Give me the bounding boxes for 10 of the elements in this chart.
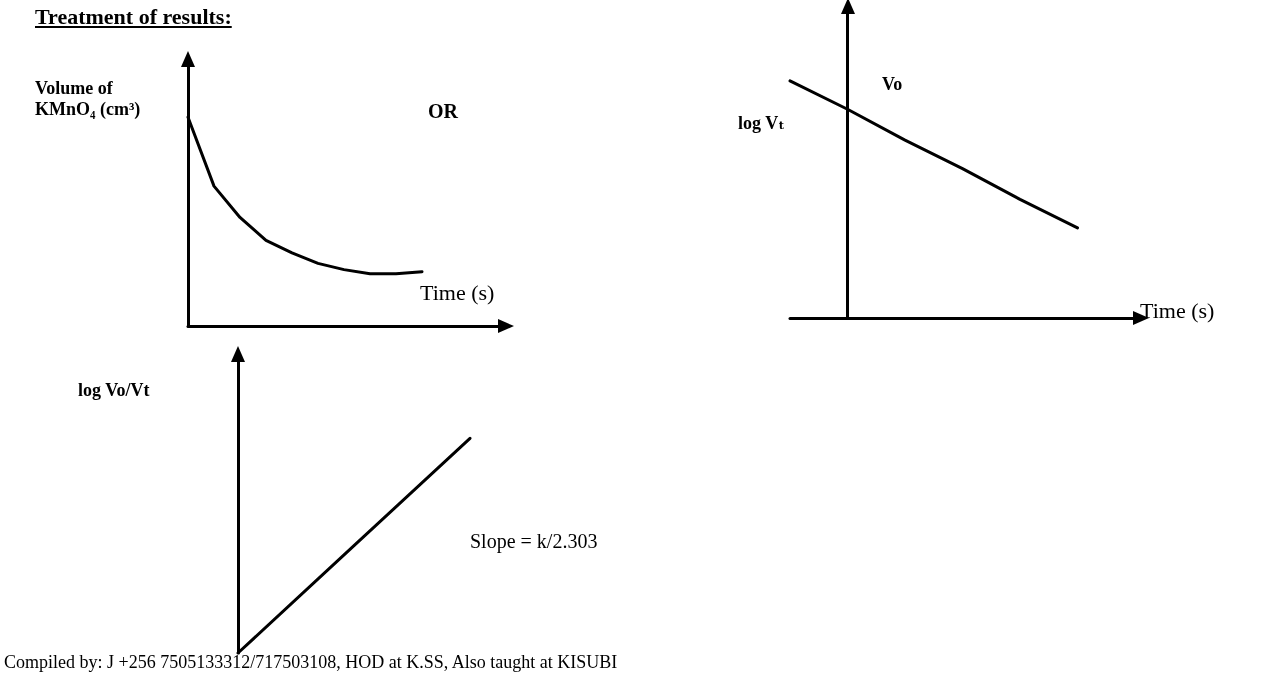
x-axis-title: Time (s)	[1140, 298, 1215, 324]
chart-title: Treatment of results:	[35, 4, 232, 30]
annotation: Compiled by: J +256 7505133312/717503108, HOD at K.SS, Also taught at KISUBI	[4, 652, 618, 673]
y-axis-title: log Vo/Vt	[78, 380, 150, 401]
annotation: Slope = k/2.303	[470, 530, 598, 553]
annotation: Vo	[882, 74, 903, 95]
y-axis-title: Volume of KMnO₄ (cm³)	[35, 78, 142, 120]
y-axis-title: log Vₜ	[738, 112, 785, 134]
annotation: OR	[428, 100, 458, 123]
x-axis-title: Time (s)	[420, 280, 495, 306]
